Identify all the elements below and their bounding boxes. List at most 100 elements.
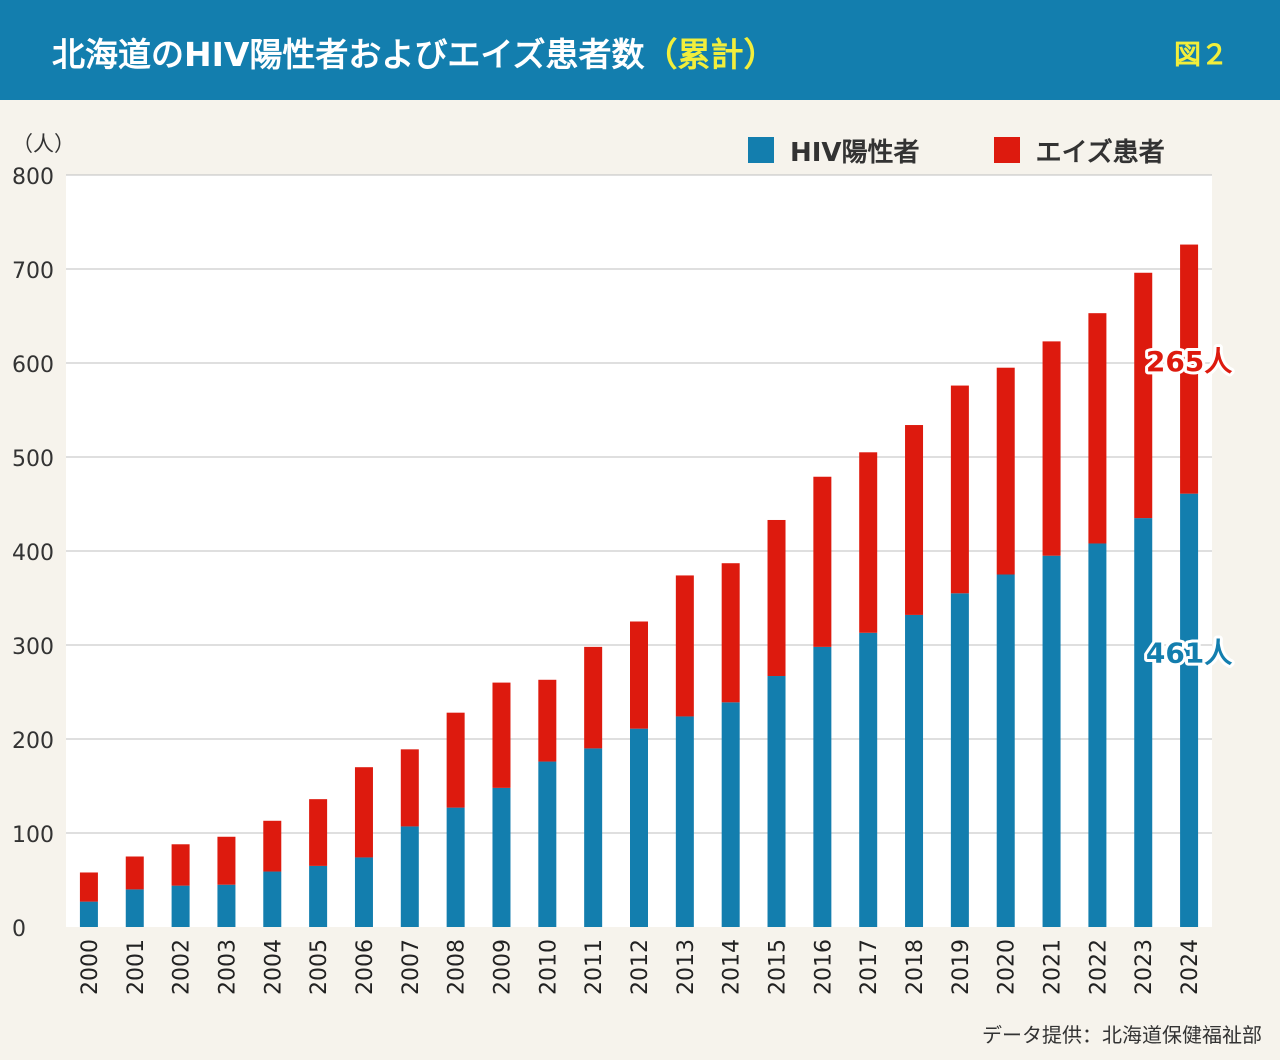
bar-hiv-2022 <box>1088 543 1107 927</box>
x-tick-label-2014: 2014 <box>720 939 745 995</box>
x-tick-label-2002: 2002 <box>170 939 195 995</box>
legend-label-hiv: HIV陽性者 <box>790 137 920 168</box>
bar-hiv-2018 <box>905 614 924 927</box>
bar-aids-2009 <box>492 682 511 788</box>
data-label-0: 265人 <box>1146 345 1232 378</box>
y-tick-label-800: 800 <box>12 165 54 190</box>
bar-aids-2012 <box>630 621 648 729</box>
y-tick-label-200: 200 <box>12 729 54 754</box>
bar-aids-2008 <box>446 712 465 808</box>
bar-aids-2004 <box>263 820 282 872</box>
bar-hiv-2009 <box>492 787 511 927</box>
legend-item-aids: エイズ患者 <box>993 132 1165 169</box>
data-source: データ提供：北海道保健福祉部 <box>982 1023 1262 1047</box>
y-tick-label-100: 100 <box>12 823 54 848</box>
bar-aids-2020 <box>996 367 1015 575</box>
x-tick-label-2001: 2001 <box>124 939 149 995</box>
bar-hiv-2002 <box>171 885 190 927</box>
bar-hiv-2024 <box>1180 493 1199 927</box>
x-tick-label-2012: 2012 <box>628 939 653 995</box>
legend: HIV陽性者 エイズ患者 <box>748 132 1165 168</box>
y-tick-label-700: 700 <box>12 259 54 284</box>
x-tick-label-2019: 2019 <box>949 939 974 995</box>
bar-hiv-2014 <box>721 702 740 927</box>
x-tick-label-2023: 2023 <box>1132 939 1157 995</box>
x-tick-label-2016: 2016 <box>811 939 836 995</box>
legend-label-aids: エイズ患者 <box>1035 137 1165 168</box>
bar-aids-2000 <box>79 872 98 902</box>
bar-hiv-2012 <box>630 728 648 927</box>
x-tick-label-2018: 2018 <box>903 939 928 995</box>
bar-hiv-2016 <box>813 646 832 927</box>
bar-hiv-2011 <box>584 748 603 927</box>
x-tick-label-2022: 2022 <box>1086 939 1111 995</box>
y-tick-label-0: 0 <box>12 917 26 942</box>
chart-title: 北海道のHIV陽性者およびエイズ患者数（累計） <box>52 28 776 76</box>
bar-aids-2003 <box>217 836 236 885</box>
x-tick-label-2021: 2021 <box>1041 939 1066 995</box>
x-tick-label-2015: 2015 <box>766 939 791 995</box>
legend-swatch-hiv <box>748 137 774 163</box>
x-tick-label-2003: 2003 <box>215 939 240 995</box>
bar-hiv-2021 <box>1042 555 1061 927</box>
bar-aids-2024 <box>1180 244 1199 494</box>
y-tick-label-600: 600 <box>12 353 54 378</box>
bar-hiv-2019 <box>950 593 969 927</box>
x-tick-label-2004: 2004 <box>261 939 286 995</box>
data-label-halo-1: 461人 <box>1146 636 1232 669</box>
y-tick-label-500: 500 <box>12 447 54 472</box>
data-label-1: 461人 <box>1146 636 1232 669</box>
bar-aids-2021 <box>1042 341 1061 556</box>
x-tick-label-2013: 2013 <box>674 939 699 995</box>
legend-swatch-aids <box>993 137 1020 163</box>
bar-hiv-2005 <box>309 865 328 927</box>
x-tick-label-2011: 2011 <box>582 939 607 995</box>
bar-aids-2010 <box>538 679 557 762</box>
bar-hiv-2017 <box>859 632 878 927</box>
bar-hiv-2006 <box>354 857 373 927</box>
x-tick-label-2017: 2017 <box>857 939 882 995</box>
figure-number: 図２ <box>1174 40 1228 71</box>
x-tick-label-2009: 2009 <box>490 939 515 995</box>
bar-aids-2011 <box>584 646 603 749</box>
bar-aids-2005 <box>309 799 328 866</box>
header-bar: 北海道のHIV陽性者およびエイズ患者数（累計） 図２ <box>0 0 1280 100</box>
bar-aids-2014 <box>721 563 740 703</box>
x-tick-label-2008: 2008 <box>445 939 470 995</box>
x-tick-label-2007: 2007 <box>399 939 424 995</box>
bar-hiv-2003 <box>217 884 236 927</box>
title-main: 北海道のHIV陽性者およびエイズ患者数 <box>52 35 645 74</box>
x-tick-label-2020: 2020 <box>995 939 1020 995</box>
bar-hiv-2004 <box>263 871 282 927</box>
y-axis-unit: （人） <box>12 132 75 156</box>
bar-aids-2001 <box>125 856 144 890</box>
bar-aids-2002 <box>171 844 190 886</box>
x-tick-label-2000: 2000 <box>78 939 103 995</box>
y-tick-label-400: 400 <box>12 541 54 566</box>
x-tick-label-2010: 2010 <box>536 939 561 995</box>
bar-hiv-2001 <box>125 889 144 927</box>
bar-hiv-2013 <box>675 716 694 927</box>
bar-aids-2018 <box>905 425 924 615</box>
bar-hiv-2015 <box>767 676 786 927</box>
x-tick-label-2006: 2006 <box>353 939 378 995</box>
bar-hiv-2000 <box>79 901 98 927</box>
y-tick-label-300: 300 <box>12 635 54 660</box>
bar-aids-2016 <box>813 476 832 647</box>
legend-item-hiv: HIV陽性者 <box>748 132 920 169</box>
bar-aids-2006 <box>354 767 373 858</box>
bar-hiv-2010 <box>538 761 557 927</box>
data-label-halo-0: 265人 <box>1146 345 1232 378</box>
bar-aids-2023 <box>1134 272 1153 519</box>
bar-aids-2019 <box>950 385 969 594</box>
bar-aids-2022 <box>1088 313 1107 544</box>
bar-hiv-2020 <box>996 574 1015 927</box>
x-tick-label-2005: 2005 <box>307 939 332 995</box>
x-tick-label-2024: 2024 <box>1178 939 1203 995</box>
bar-hiv-2008 <box>446 807 465 927</box>
bar-hiv-2007 <box>400 826 419 927</box>
bar-hiv-2023 <box>1134 518 1153 927</box>
bar-aids-2017 <box>859 452 878 633</box>
bar-aids-2013 <box>675 575 694 717</box>
